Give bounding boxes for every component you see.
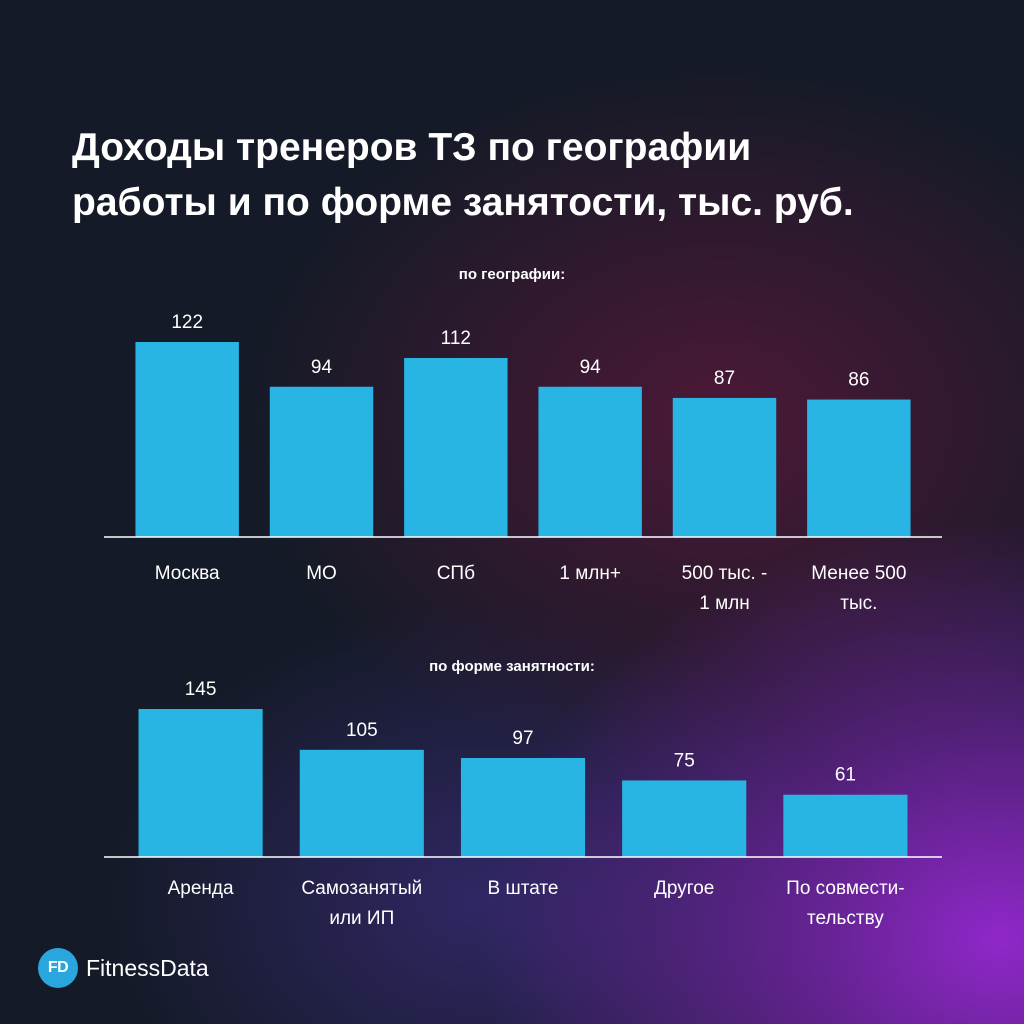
- bar: [404, 357, 508, 537]
- x-tick-label: тельству: [807, 908, 884, 929]
- x-tick-label: Москва: [155, 563, 220, 584]
- x-tick-label: МО: [306, 563, 337, 584]
- data-label: 105: [346, 720, 378, 741]
- x-tick-label: По совмести-: [786, 878, 904, 899]
- logo-name: FitnessData: [86, 954, 209, 981]
- chart-employment-title: по форме занятности:: [429, 658, 595, 675]
- x-tick-label: Аренда: [168, 878, 234, 899]
- x-tick-label: СПб: [437, 563, 475, 584]
- bar: [138, 709, 263, 857]
- bar: [622, 780, 747, 857]
- data-label: 94: [311, 357, 333, 378]
- data-label: 61: [835, 765, 856, 786]
- data-label: 87: [714, 368, 735, 389]
- data-label: 145: [185, 679, 217, 700]
- x-tick-label: В штате: [488, 878, 559, 899]
- page-title: Доходы тренеров ТЗ по географии работы и…: [72, 126, 854, 224]
- x-tick-label: тыс.: [840, 593, 877, 614]
- bar: [538, 386, 642, 537]
- fitnessdata-logo: FD FitnessData: [38, 948, 209, 988]
- bar: [783, 794, 908, 857]
- data-label: 122: [171, 312, 203, 333]
- data-label: 86: [848, 370, 869, 391]
- x-tick-label: Другое: [654, 878, 714, 899]
- fd-logo-icon: FD: [38, 948, 78, 988]
- bar: [299, 749, 424, 857]
- data-label: 75: [674, 750, 695, 771]
- x-tick-label: 500 тыс. -: [682, 563, 768, 584]
- data-label: 97: [512, 728, 533, 749]
- chart-geography-title: по географии:: [458, 266, 566, 283]
- x-tick-label: Менее 500: [811, 563, 906, 584]
- x-tick-label: 1 млн: [699, 593, 750, 614]
- data-label: 94: [580, 357, 602, 378]
- data-label: 112: [441, 328, 471, 349]
- bar: [460, 757, 586, 857]
- x-tick-label: Самозанятый: [301, 878, 422, 899]
- bar: [672, 397, 777, 537]
- bar: [807, 399, 911, 537]
- x-tick-label: 1 млн+: [559, 563, 621, 584]
- bar: [135, 342, 239, 537]
- bar: [269, 386, 374, 537]
- x-tick-label: или ИП: [329, 908, 394, 929]
